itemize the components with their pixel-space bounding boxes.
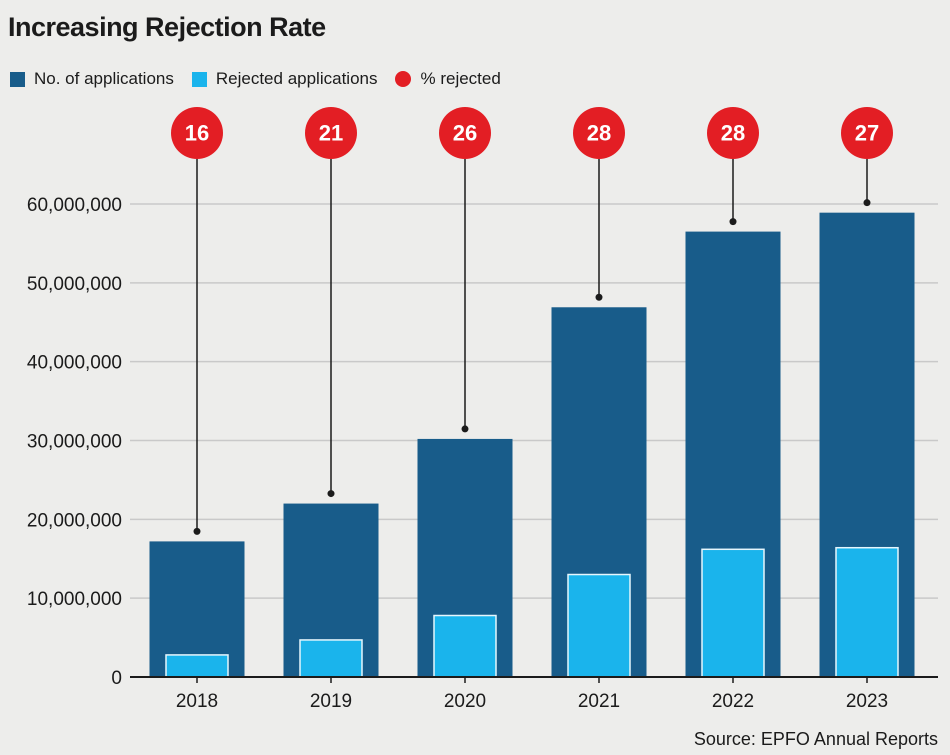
percent-label: 26 <box>453 121 477 146</box>
percent-bubble <box>439 107 491 159</box>
percent-label: 28 <box>587 121 611 146</box>
y-tick-label: 50,000,000 <box>27 274 122 295</box>
connector-dot <box>863 199 871 207</box>
legend-item-rejected: Rejected applications <box>191 69 378 89</box>
y-tick-label: 40,000,000 <box>27 353 122 374</box>
x-tick-label: 2019 <box>310 691 352 712</box>
legend-item-percent: % rejected <box>395 69 501 89</box>
percent-bubble <box>573 107 625 159</box>
legend-label-percent: % rejected <box>420 69 501 88</box>
y-tick-label: 30,000,000 <box>27 432 122 453</box>
x-tick-label: 2018 <box>176 691 218 712</box>
percent-label: 16 <box>185 121 209 146</box>
connector-dot <box>327 490 335 498</box>
bar-rejected <box>567 573 631 678</box>
legend-swatch-percent <box>395 71 412 87</box>
legend-label-applications: No. of applications <box>34 69 174 88</box>
x-tick-label: 2021 <box>578 691 620 712</box>
connector-dot <box>729 218 737 226</box>
connector-dot <box>595 293 603 301</box>
chart-title: Increasing Rejection Rate <box>8 12 326 42</box>
legend-swatch-applications <box>10 71 25 87</box>
connector-dot <box>193 527 201 535</box>
bar-rejected <box>701 548 765 678</box>
x-tick-label: 2023 <box>846 691 888 712</box>
y-tick-label: 10,000,000 <box>27 589 122 610</box>
legend-swatch-rejected <box>191 71 207 87</box>
bar-rejected <box>299 639 363 678</box>
legend: No. of applications Rejected application… <box>10 69 519 89</box>
legend-item-applications: No. of applications <box>10 69 174 89</box>
bar-rejected <box>835 546 899 678</box>
percent-bubble <box>305 107 357 159</box>
percent-label: 27 <box>855 121 879 146</box>
connector-dot <box>461 425 469 433</box>
percent-label: 21 <box>319 121 343 146</box>
source-note: Source: EPFO Annual Reports <box>693 729 938 749</box>
legend-label-rejected: Rejected applications <box>215 69 378 88</box>
y-tick-label: 0 <box>111 668 122 689</box>
bar-rejected <box>433 614 497 678</box>
percent-bubble <box>171 107 223 159</box>
y-tick-label: 60,000,000 <box>27 195 122 216</box>
percent-label: 28 <box>721 121 745 146</box>
y-tick-label: 20,000,000 <box>27 510 122 531</box>
x-tick-label: 2020 <box>444 691 486 712</box>
percent-bubble <box>841 107 893 159</box>
x-tick-label: 2022 <box>712 691 754 712</box>
bar-rejected <box>165 654 229 678</box>
percent-bubble <box>707 107 759 159</box>
